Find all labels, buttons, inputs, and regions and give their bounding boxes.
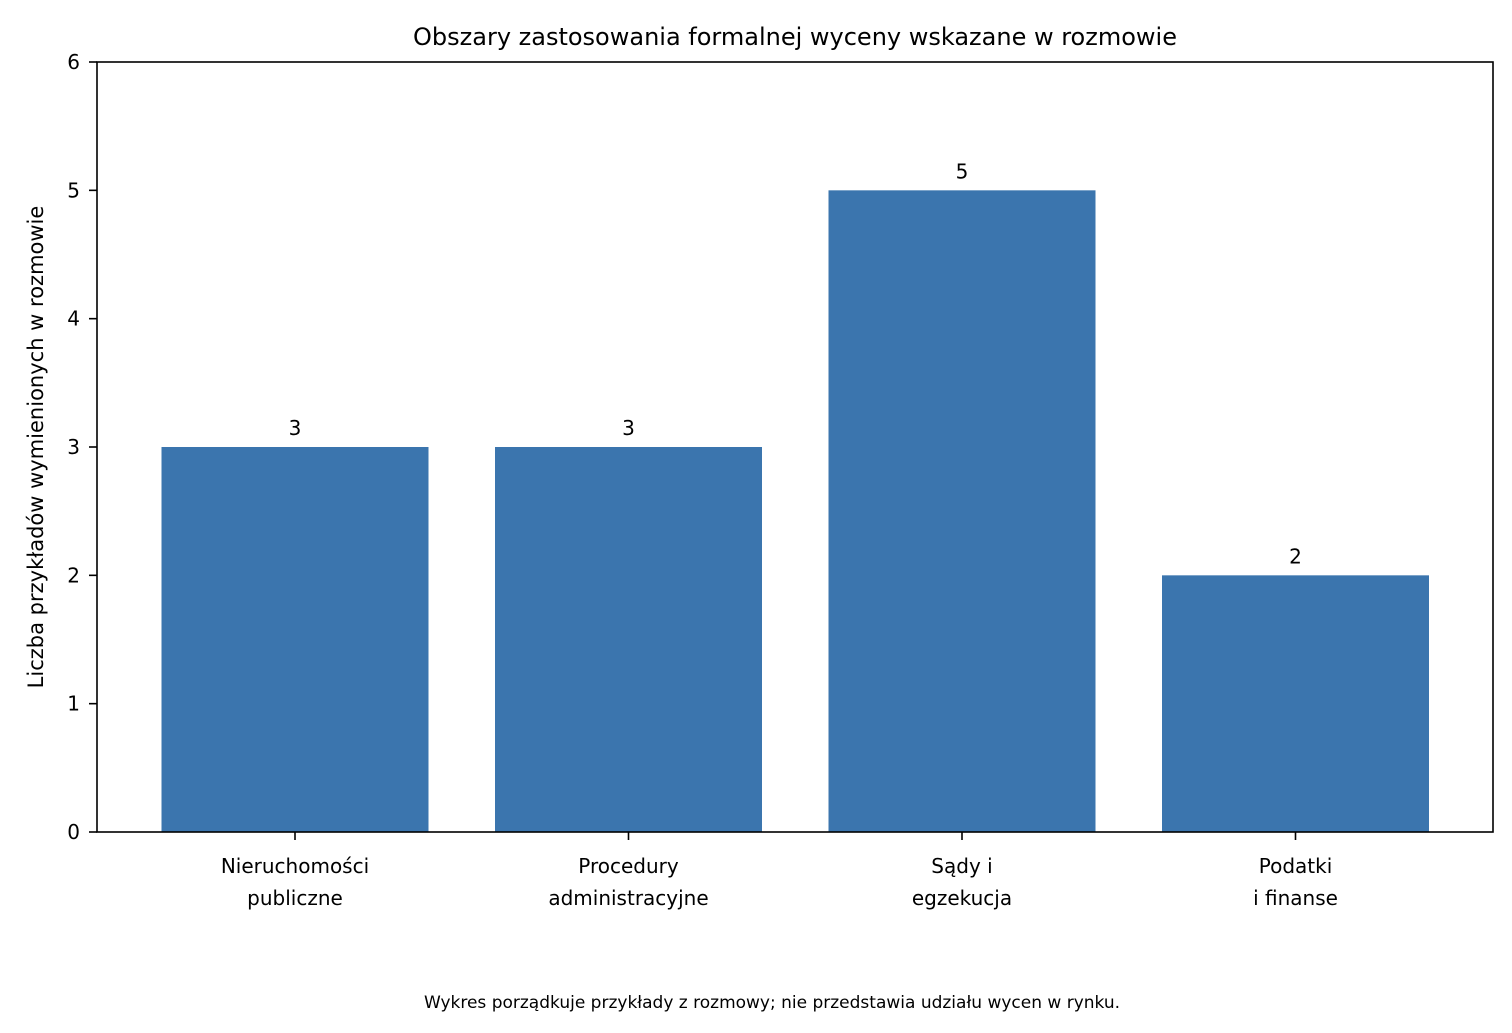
x-tick-label-line: Nieruchomości bbox=[221, 854, 369, 878]
x-tick-label-line: administracyjne bbox=[548, 886, 708, 910]
chart-title: Obszary zastosowania formalnej wyceny ws… bbox=[413, 23, 1177, 51]
y-tick-label-3: 3 bbox=[67, 435, 80, 459]
bar-1 bbox=[495, 447, 762, 832]
x-tick-label-line: i finanse bbox=[1253, 886, 1338, 910]
x-tick-label-line: Procedury bbox=[578, 854, 679, 878]
y-tick-label-0: 0 bbox=[67, 820, 80, 844]
y-tick-label-4: 4 bbox=[67, 307, 80, 331]
bars-group bbox=[161, 190, 1429, 833]
x-tick-label-3: Podatki i finanse bbox=[1253, 854, 1338, 910]
x-tick-label-line: egzekucja bbox=[912, 886, 1012, 910]
y-axis-label: Liczba przykładów wymienionych w rozmowi… bbox=[24, 206, 48, 689]
y-tick-label-2: 2 bbox=[67, 563, 80, 587]
x-tick-label-2: Sądy i egzekucja bbox=[912, 854, 1012, 910]
data-label-0: 3 bbox=[289, 416, 302, 440]
bar-3 bbox=[1162, 575, 1429, 832]
plot-frame bbox=[96, 61, 1494, 833]
data-label-1: 3 bbox=[622, 416, 635, 440]
x-tick-label-line: publiczne bbox=[247, 886, 343, 910]
y-axis: 0 1 2 3 4 5 6 bbox=[67, 50, 97, 844]
x-tick-label-1: Procedury administracyjne bbox=[548, 854, 708, 910]
y-tick-label-5: 5 bbox=[67, 178, 80, 202]
data-label-2: 5 bbox=[956, 159, 969, 183]
data-labels-group: 3 3 5 2 bbox=[289, 159, 1302, 568]
bar-0 bbox=[161, 447, 429, 832]
x-tick-label-0: Nieruchomości publiczne bbox=[221, 854, 369, 910]
y-tick-label-1: 1 bbox=[67, 692, 80, 716]
x-tick-label-line: Sądy i bbox=[931, 854, 992, 878]
x-tick-label-line: Podatki bbox=[1259, 854, 1333, 878]
x-axis: Nieruchomości publiczne Procedury administr… bbox=[221, 832, 1338, 910]
data-label-3: 2 bbox=[1289, 544, 1302, 568]
chart-caption: Wykres porządkuje przykłady z rozmowy; n… bbox=[424, 993, 1120, 1013]
bar-2 bbox=[828, 190, 1096, 833]
y-tick-label-6: 6 bbox=[67, 50, 80, 74]
